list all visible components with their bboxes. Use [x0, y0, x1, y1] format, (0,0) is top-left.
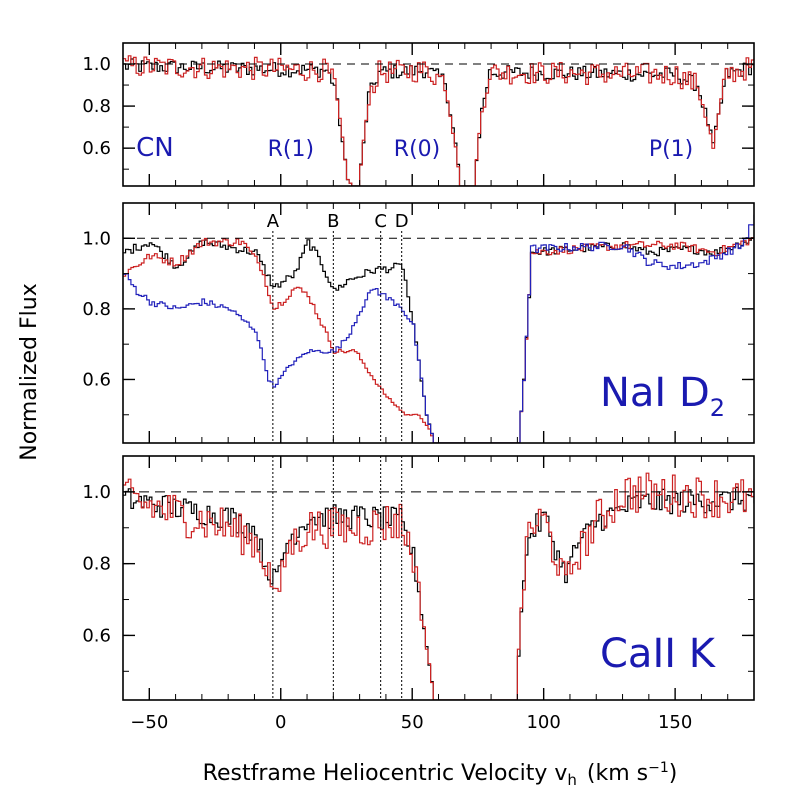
- panel-nai-frame: [122, 202, 755, 444]
- xtick-label-4: 150: [658, 712, 692, 733]
- x-axis-title: Restframe Heliocentric Velocity vh (km s−…: [203, 760, 678, 789]
- spectrum-cak-series-0: [123, 486, 754, 700]
- species-label-cn-3: P(1): [649, 137, 693, 162]
- x-axis-title-prefix: Restframe Heliocentric Velocity v: [203, 761, 568, 786]
- xtick-label-2: 50: [401, 712, 424, 733]
- ytick-label-nai-0: 1.0: [82, 228, 111, 249]
- species-label-cn-2: R(0): [394, 137, 440, 162]
- component-label-B: B: [327, 211, 339, 232]
- x-axis-title-unit-sup: −1: [648, 760, 669, 776]
- xtick-label-0: −50: [130, 712, 168, 733]
- spectrum-cn-series-0: [123, 58, 754, 186]
- nai-species-label: NaI D2: [600, 370, 725, 422]
- nai-species-sub: 2: [710, 394, 725, 422]
- spectrum-cn-series-1: [123, 55, 754, 186]
- ytick-label-cak-2: 0.6: [82, 625, 111, 646]
- x-axis-title-unit-pre: (km s: [587, 761, 648, 786]
- xtick-label-1: 0: [275, 712, 286, 733]
- nai-species-main: NaI D: [600, 370, 710, 416]
- xtick-label-3: 100: [526, 712, 560, 733]
- ytick-label-cak-1: 0.8: [82, 554, 111, 575]
- ytick-label-cn-0: 1.0: [82, 54, 111, 75]
- panel-cn-frame: [122, 42, 755, 187]
- component-label-D: D: [395, 211, 409, 232]
- ytick-label-cn-2: 0.6: [82, 138, 111, 159]
- ytick-label-nai-2: 0.6: [82, 369, 111, 390]
- component-label-C: C: [374, 211, 387, 232]
- spectrum-cak-series-1: [123, 472, 754, 700]
- ytick-label-nai-1: 0.8: [82, 299, 111, 320]
- ytick-label-cak-0: 1.0: [82, 482, 111, 503]
- component-label-A: A: [267, 211, 280, 232]
- x-axis-title-unit-post: ): [669, 761, 678, 786]
- x-tick-labels: −50 0 50 100 150: [130, 712, 692, 733]
- species-label-cn-0: CN: [136, 133, 174, 163]
- ytick-label-cn-1: 0.8: [82, 96, 111, 117]
- x-axis-title-sub: h: [567, 771, 577, 789]
- panel-cak-frame: [122, 455, 755, 701]
- panel-cn: 1.0 0.8 0.6 CN R(1) R(0) P(1): [82, 42, 755, 187]
- species-label-cn-1: R(1): [268, 137, 314, 162]
- panel-cak: 1.0 0.8 0.6 CaII K: [82, 455, 755, 701]
- cak-species-label: CaII K: [600, 631, 717, 677]
- y-axis-title: Normalized Flux: [17, 283, 42, 460]
- spectrum-nai-series-2: [123, 214, 754, 443]
- spectrum-nai-series-1: [123, 237, 754, 443]
